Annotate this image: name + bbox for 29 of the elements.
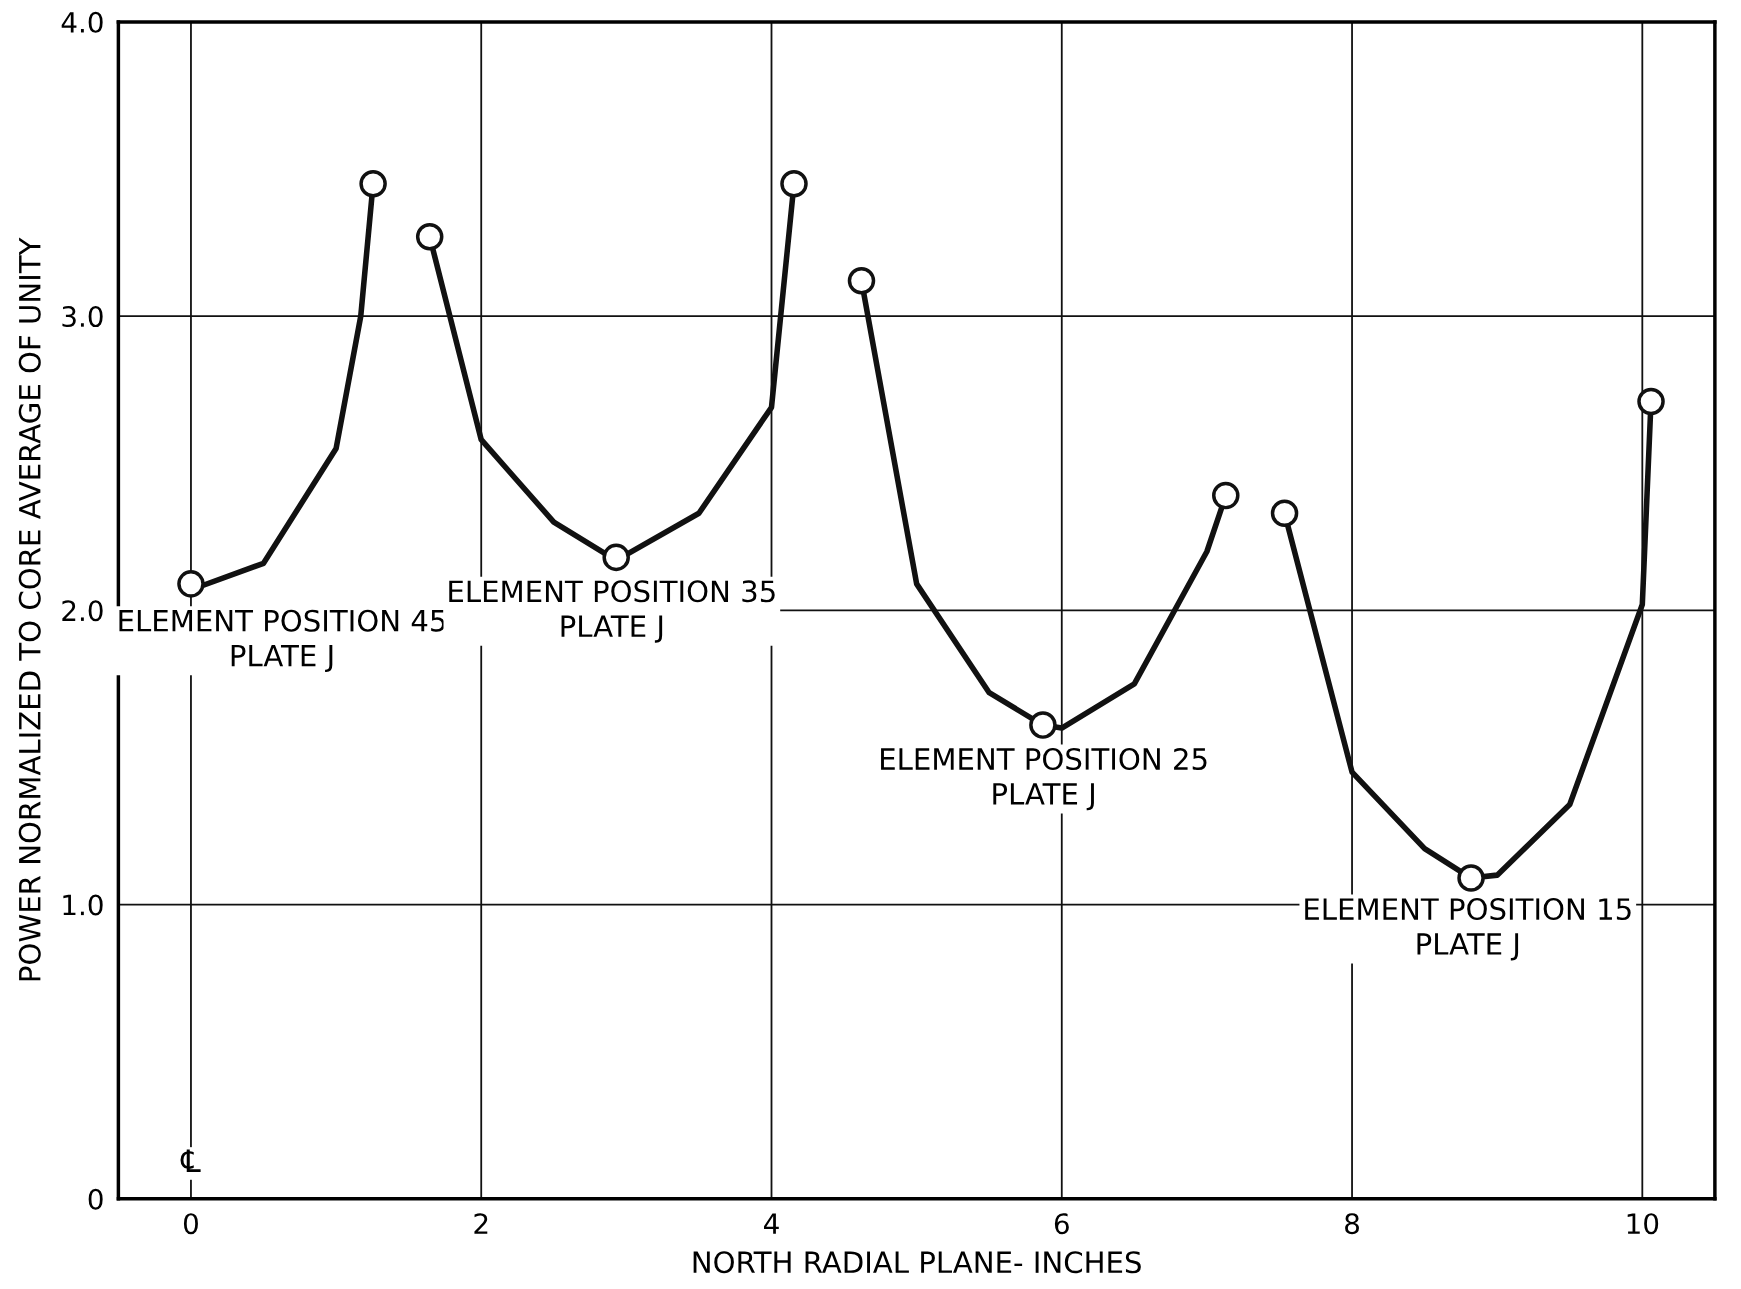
point [780, 169, 808, 198]
point [1270, 499, 1299, 528]
point [847, 267, 876, 295]
x-tick-label: 8 [1345, 1213, 1359, 1235]
y-tick-label: 0 [88, 1188, 103, 1210]
annotation: ELEMENT POSITION 45 PLATE J [119, 609, 445, 673]
point [602, 543, 630, 572]
annotation: ELEMENT POSITION 25 PLATE J [881, 747, 1207, 811]
annotation: ELEMENT POSITION 35 PLATE J [449, 580, 775, 643]
x-tick-label: 2 [474, 1213, 488, 1234]
annotation: ℄ [180, 1149, 201, 1172]
point [177, 570, 205, 598]
point [1637, 387, 1665, 416]
x-tick-label: 6 [1054, 1213, 1069, 1235]
y-tick-label: 3.0 [62, 306, 103, 328]
y-axis-title: POWER NORMALIZED TO CORE AVERAGE OF UNITY [18, 237, 41, 981]
y-tick-label: 4.0 [61, 11, 103, 33]
point [415, 222, 444, 251]
y-tick-label: 2.0 [62, 600, 103, 622]
annotation: ELEMENT POSITION 15 PLATE J [1305, 898, 1631, 961]
point [359, 169, 387, 198]
point [1029, 711, 1057, 739]
x-tick-label: 10 [1627, 1213, 1659, 1235]
x-tick-label: 4 [764, 1213, 779, 1234]
y-tick-label: 1.0 [63, 894, 103, 916]
point [1457, 864, 1485, 892]
x-tick-label: 0 [183, 1213, 198, 1235]
point [1212, 481, 1240, 510]
x-axis-title: NORTH RADIAL PLANE- INCHES [693, 1251, 1141, 1274]
